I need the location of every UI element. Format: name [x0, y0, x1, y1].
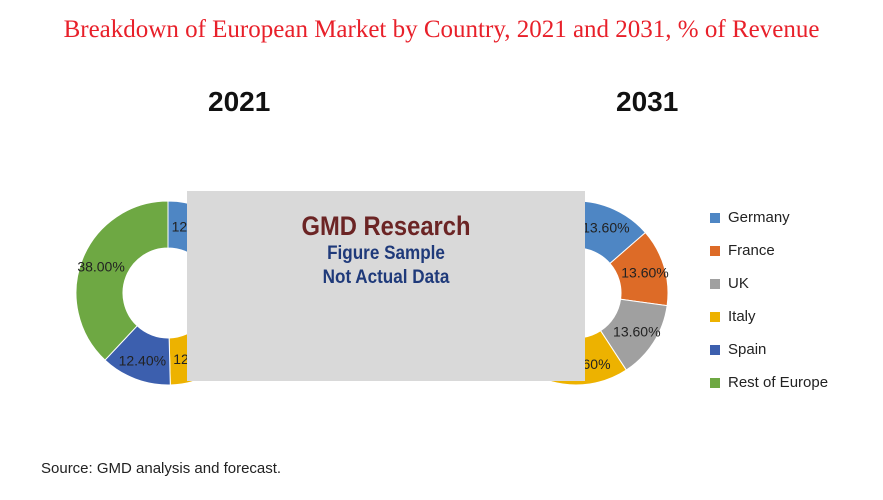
- legend-item-italy: Italy: [710, 300, 828, 333]
- data-label-2021-rest-of-europe: 38.00%: [77, 258, 124, 274]
- chart-title-2031: 2031: [616, 86, 679, 117]
- legend-swatch: [710, 245, 720, 256]
- legend-swatch: [710, 344, 720, 355]
- legend-label: UK: [728, 275, 749, 292]
- legend: Germany France UK Italy Spain Rest of Europe: [710, 201, 828, 399]
- legend-swatch: [710, 377, 720, 388]
- legend-swatch: [710, 311, 720, 322]
- data-label-2031-france: 13.60%: [621, 264, 668, 280]
- legend-label: France: [728, 242, 775, 259]
- legend-item-rest-of-europe: Rest of Europe: [710, 366, 828, 399]
- data-label-2031-uk: 13.60%: [613, 324, 660, 340]
- overlay-line-2: Not Actual Data: [322, 267, 450, 288]
- legend-item-spain: Spain: [710, 333, 828, 366]
- legend-swatch: [710, 212, 720, 223]
- overlay-line-1: Figure Sample: [327, 243, 445, 264]
- legend-label: Spain: [728, 341, 767, 358]
- data-label-2031-germany: 13.60%: [582, 219, 629, 235]
- legend-label: Italy: [728, 308, 756, 325]
- legend-item-germany: Germany: [710, 201, 828, 234]
- chart-title-2021: 2021: [208, 86, 271, 117]
- legend-swatch: [710, 278, 720, 289]
- legend-item-france: France: [710, 234, 828, 267]
- overlay-title: GMD Research: [301, 211, 471, 241]
- page-title: Breakdown of European Market by Country,…: [63, 16, 820, 43]
- data-label-2021-spain: 12.40%: [119, 352, 166, 368]
- source-note: Source: GMD analysis and forecast.: [41, 460, 282, 477]
- legend-item-uk: UK: [710, 267, 828, 300]
- legend-label: Germany: [728, 209, 790, 226]
- watermark-overlay: GMD Research Figure Sample Not Actual Da…: [187, 191, 585, 381]
- slice-2021-rest-of-europe: [75, 200, 169, 361]
- legend-label: Rest of Europe: [728, 374, 829, 391]
